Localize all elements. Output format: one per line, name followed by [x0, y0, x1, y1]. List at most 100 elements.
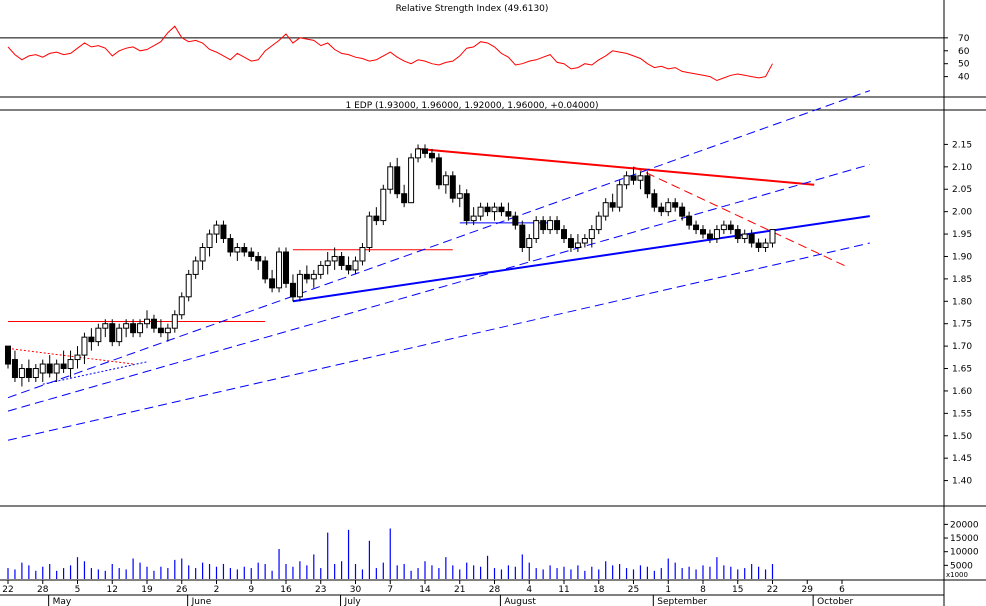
price-tick-label: 1.50	[952, 432, 972, 442]
candle-body	[658, 206, 665, 213]
candle-body	[255, 255, 262, 262]
candle-body	[720, 224, 727, 231]
x-day-tick-label: 19	[141, 585, 153, 595]
candle-body	[394, 166, 401, 195]
annotation-trendline-7	[7, 90, 870, 399]
x-day-tick-label: 8	[700, 585, 706, 595]
candle-body	[67, 359, 74, 370]
candle-body	[289, 282, 296, 298]
candle-body	[727, 224, 734, 231]
volume-panel: 20000 15000 10000 5000	[7, 520, 979, 579]
price-tick-label: 1.85	[952, 275, 972, 285]
volume-tick-label: 10000	[950, 548, 979, 558]
candle-body	[540, 220, 547, 231]
price-tick-label: 1.80	[952, 297, 972, 307]
rsi-panel: 70 60 50 40	[0, 25, 970, 83]
candle-body	[220, 224, 227, 240]
x-day-tick-label: 16	[280, 585, 292, 595]
rsi-line	[7, 25, 773, 82]
candle-body	[102, 323, 109, 329]
candle-body	[415, 148, 422, 159]
candle-body	[269, 278, 276, 289]
x-day-tick-label: 25	[628, 585, 639, 595]
price-tick-label: 1.90	[952, 252, 972, 262]
annotation-trendline-5	[292, 215, 870, 303]
price-tick-label: 1.75	[952, 320, 972, 330]
candle-body	[435, 157, 442, 186]
annotation-trendline-3	[633, 166, 850, 269]
x-day-tick-label: 26	[176, 585, 188, 595]
x-day-tick-label: 30	[350, 585, 362, 595]
candle-body	[123, 323, 130, 329]
candle-body	[387, 166, 394, 190]
candle-body	[144, 318, 150, 325]
x-day-tick-label: 28	[37, 585, 49, 595]
x-day-tick-label: 12	[107, 585, 118, 595]
annotation-trendline-8	[7, 164, 870, 412]
candle-body	[547, 220, 554, 231]
candle-body	[470, 215, 477, 222]
candle-body	[630, 175, 637, 181]
candle-body	[248, 251, 255, 257]
candle-body	[373, 215, 380, 222]
annotation-trendline-9	[7, 242, 870, 441]
x-day-tick-label: 22	[2, 585, 13, 595]
candle-body	[512, 215, 519, 226]
candle-body	[109, 323, 116, 343]
candle-body	[25, 368, 32, 378]
candle-body	[283, 251, 289, 284]
candle-body	[679, 206, 686, 217]
x-day-tick-label: 22	[767, 585, 778, 595]
rsi-tick-label: 70	[958, 34, 970, 44]
volume-unit-label: x1000	[946, 571, 968, 579]
rsi-tick-label: 40	[958, 73, 970, 83]
candle-body	[533, 220, 540, 240]
candle-body	[380, 188, 387, 222]
candle-body	[616, 184, 623, 208]
x-day-tick-label: 28	[489, 585, 501, 595]
price-tick-label: 1.60	[952, 387, 972, 397]
candle-body	[234, 247, 241, 253]
x-month-label: June	[191, 597, 212, 606]
price-tick-label: 1.55	[952, 409, 972, 419]
candle-body	[769, 229, 776, 244]
candle-body	[428, 152, 435, 159]
volume-tick-label: 5000	[950, 561, 973, 571]
candle-body	[317, 264, 324, 275]
annotation-trendline-2	[417, 147, 815, 186]
price-tick-label: 1.95	[952, 230, 972, 240]
candle-body	[130, 323, 137, 334]
candle-body	[408, 157, 415, 204]
candle-body	[366, 215, 373, 249]
candle-body	[359, 247, 366, 262]
candle-body	[637, 175, 644, 181]
x-day-tick-label: 23	[315, 585, 326, 595]
price-tick-label: 2.00	[952, 208, 972, 218]
x-day-tick-label: 21	[454, 585, 465, 595]
x-month-label: August	[504, 597, 536, 606]
candle-body	[755, 242, 762, 249]
candle-body	[651, 193, 658, 208]
candle-body	[700, 229, 706, 235]
candle-body	[331, 255, 338, 262]
candle-body	[192, 260, 199, 275]
x-month-label: September	[657, 597, 707, 606]
price-title: 1 EDP (1.93000, 1.96000, 1.92000, 1.9600…	[345, 101, 598, 111]
x-day-tick-label: 11	[558, 585, 569, 595]
candle-body	[213, 224, 220, 235]
candle-body	[74, 354, 81, 361]
candle-body	[262, 260, 269, 280]
candle-body	[442, 175, 449, 186]
price-panel: 2.15 2.10 2.05 2.00 1.95 1.90 1.85 1.80 1.75 1.70…	[5, 90, 972, 487]
candle-body	[227, 238, 234, 253]
annotation-trendline-10	[42, 361, 148, 385]
candle-body	[567, 238, 574, 249]
candle-body	[206, 233, 213, 249]
candle-body	[706, 233, 713, 240]
candle-body	[449, 175, 456, 199]
candle-body	[352, 260, 359, 271]
candle-body	[338, 255, 345, 266]
candle-body	[574, 242, 581, 249]
candle-body	[734, 229, 741, 240]
